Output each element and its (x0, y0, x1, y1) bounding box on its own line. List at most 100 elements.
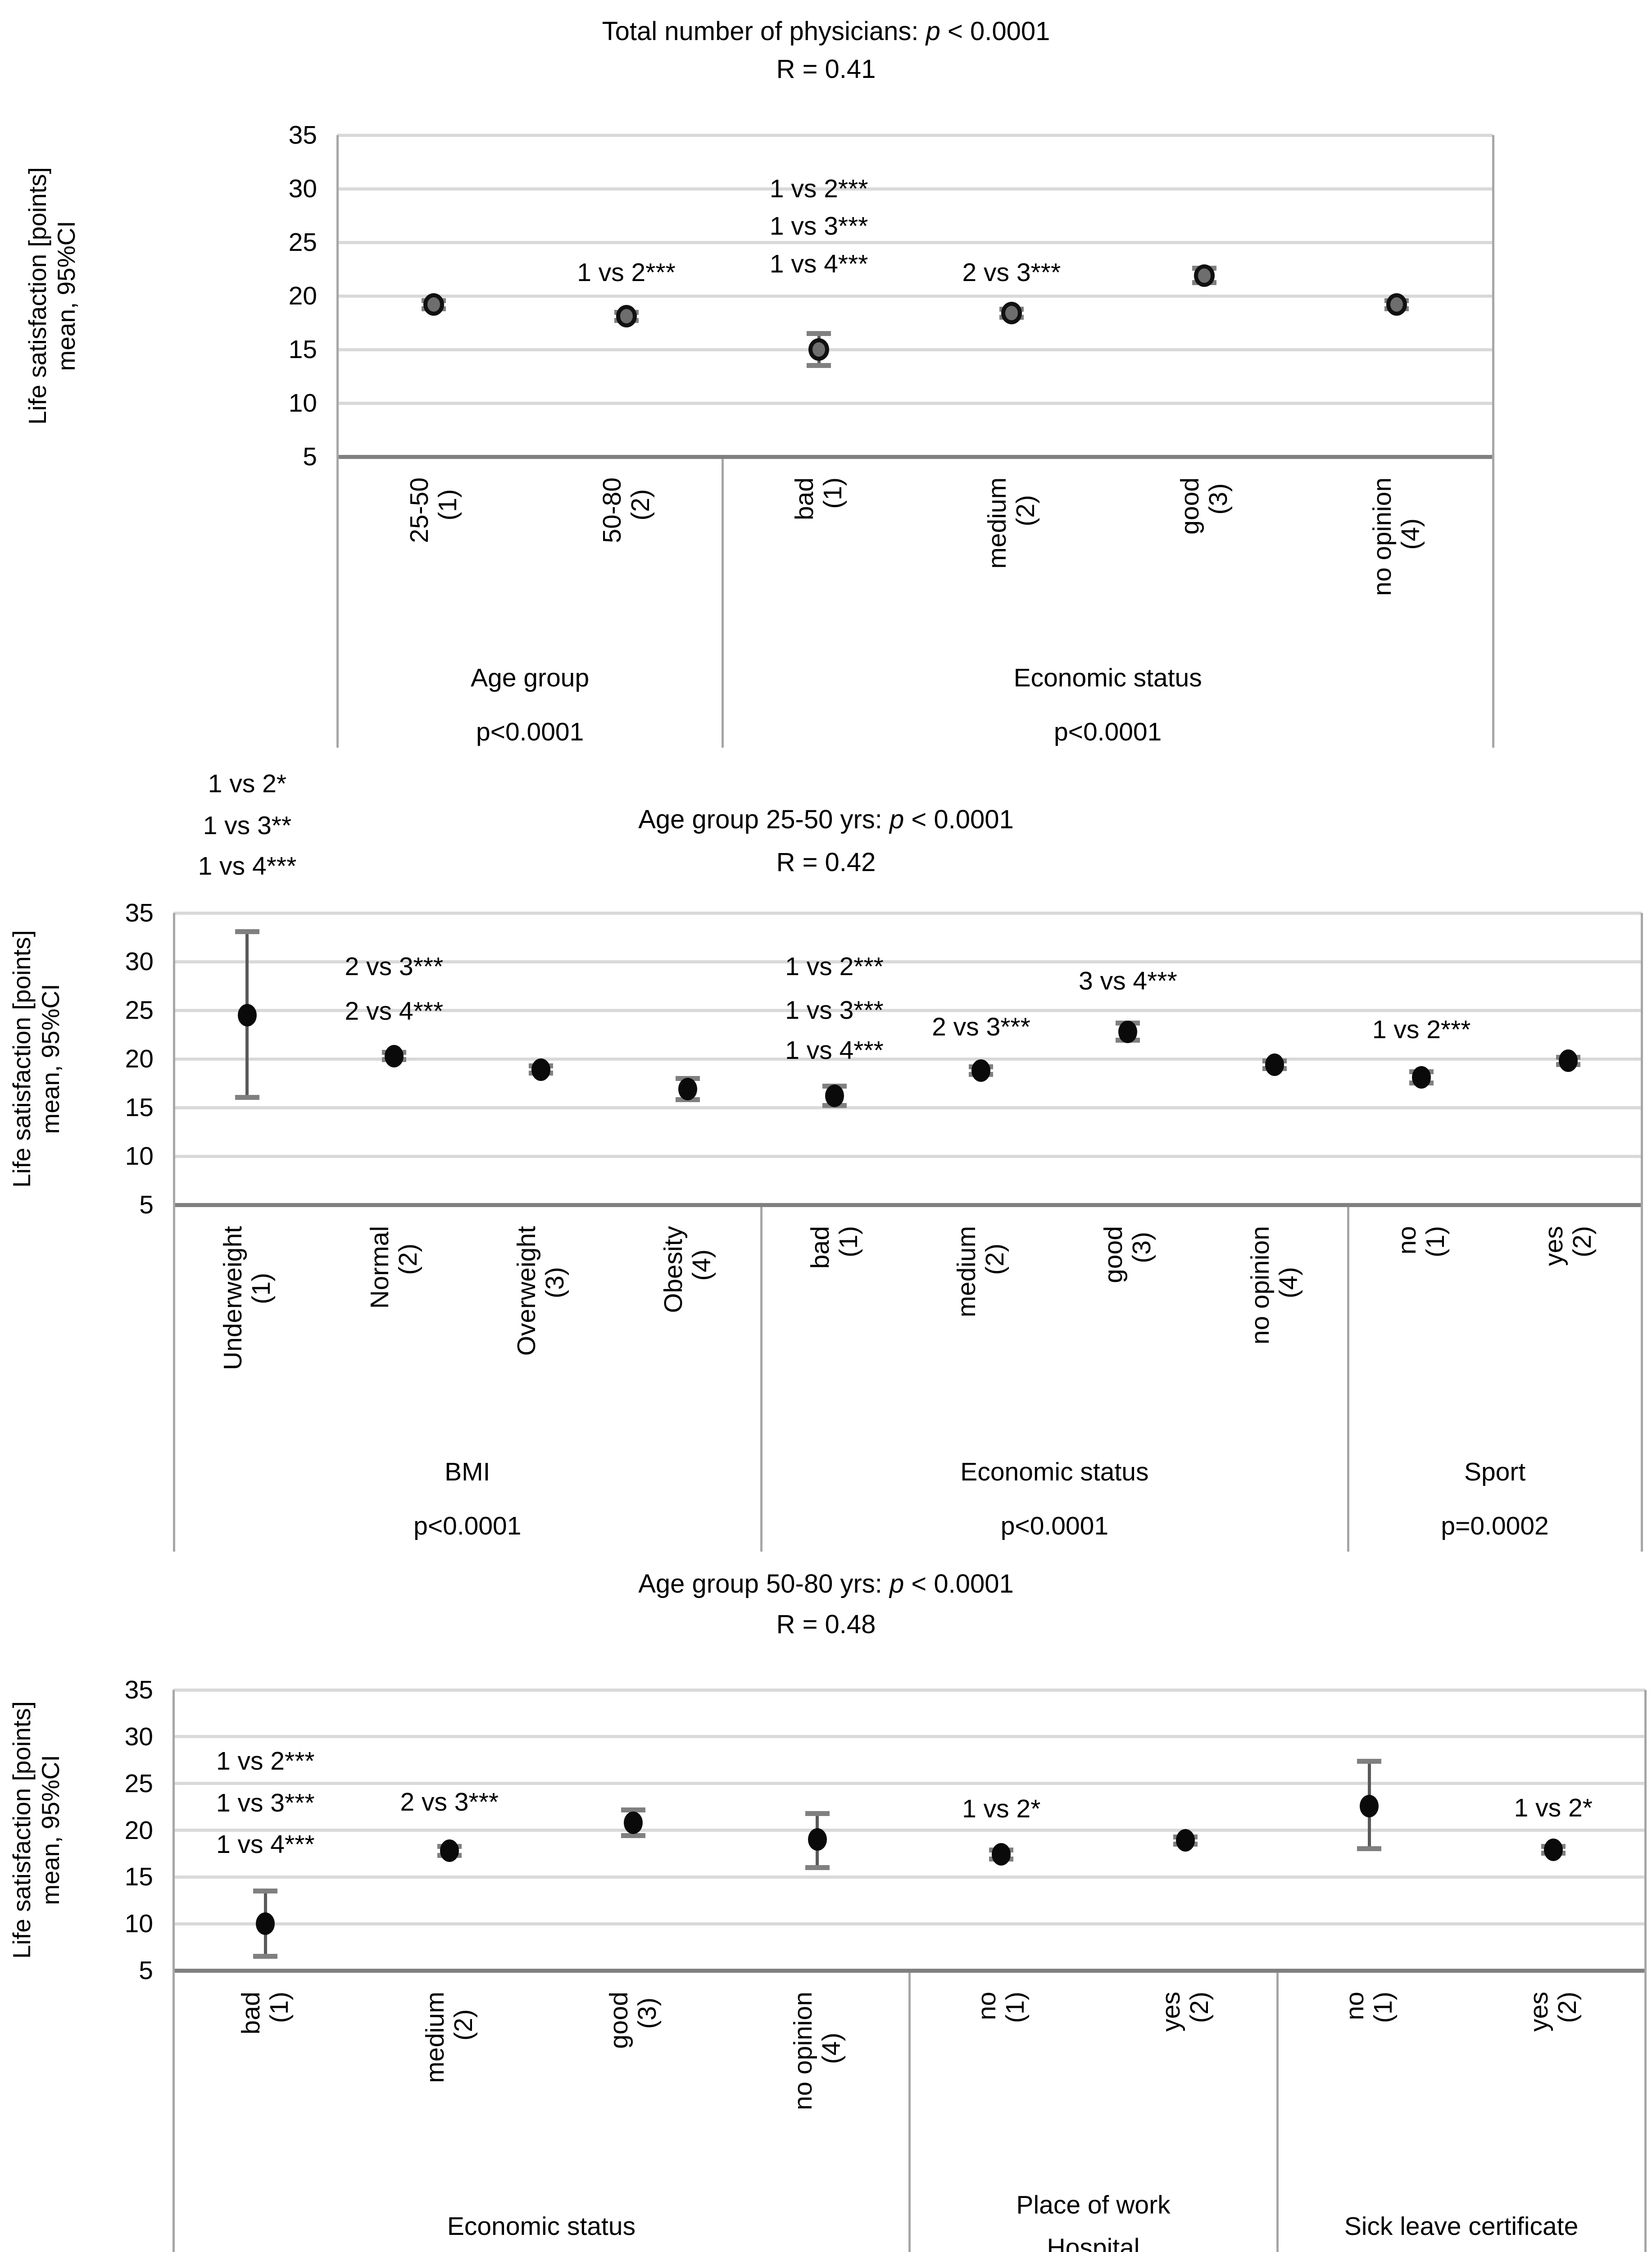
gridline (174, 960, 1642, 963)
category-name: good (1099, 1226, 1128, 1283)
group-divider (722, 459, 724, 748)
category-number: (3) (633, 1998, 662, 2029)
category-name: Obesity (658, 1226, 688, 1313)
group-label-line: BMI (445, 1457, 490, 1486)
category-label: Underweight (1) (218, 1226, 276, 1460)
category-name: yes (1539, 1226, 1569, 1266)
category-label: no opinion (4) (1246, 1226, 1303, 1460)
data-point (992, 1843, 1011, 1866)
significance-annotation: 3 vs 4*** (1079, 967, 1177, 996)
category-label: bad (1) (790, 477, 847, 712)
gridline (337, 401, 1493, 405)
category-label: bad (1) (236, 1992, 294, 2226)
significance-annotation: 2 vs 4*** (345, 997, 444, 1026)
category-number: (1) (818, 477, 848, 509)
category-number: (1) (1421, 1226, 1450, 1258)
data-point (971, 1059, 991, 1082)
data-point (808, 1828, 827, 1851)
gridline (337, 241, 1493, 244)
category-number: (2) (626, 489, 655, 521)
data-point (1559, 1049, 1578, 1072)
error-bar-cap-top (235, 929, 259, 935)
group-label: Economic status p<0.0001 (447, 2205, 635, 2252)
category-name: good (604, 1992, 634, 2049)
panel3-title-line: Age group 50-80 yrs: p < 0.0001 (0, 1564, 1652, 1604)
y-axis-label-line2: mean, 95%CI (36, 984, 64, 1134)
group-label: Economic status p<0.0001 (960, 1445, 1148, 1553)
y-tick-label: 25 (125, 996, 154, 1025)
category-name: medium (982, 477, 1012, 569)
panel1-title-p: p (926, 17, 940, 46)
gridline (174, 1008, 1642, 1012)
category-number: (2) (449, 2009, 478, 2041)
category-name: medium (420, 1992, 449, 2083)
category-number: (4) (687, 1249, 716, 1281)
category-number: (1) (265, 1992, 294, 2023)
significance-annotation: 1 vs 2*** (216, 1746, 315, 1775)
group-label: BMI p<0.0001 (413, 1445, 521, 1553)
group-label-line: Economic status (1013, 663, 1202, 692)
error-bar-cap-top (621, 1807, 646, 1812)
group-label: Place of workHospitalp=0.04 (1016, 2184, 1170, 2252)
panel3-title-p: p (890, 1569, 904, 1598)
gridline (173, 1688, 1645, 1692)
category-label: good (3) (1099, 1226, 1156, 1460)
y-axis-label-line1: Life satisfaction [points] (23, 167, 51, 425)
data-point (825, 1085, 844, 1108)
data-point (384, 1044, 404, 1067)
group-label-line: Sick leave certificate (1344, 2212, 1579, 2241)
group-divider (1347, 1207, 1350, 1552)
axis-right-border (1641, 913, 1643, 1552)
significance-annotation: 1 vs 4*** (785, 1035, 884, 1065)
y-tick-label: 15 (288, 335, 317, 364)
category-name: bad (805, 1226, 835, 1269)
significance-annotation: 2 vs 3*** (345, 952, 444, 981)
panel2-title-post: < 0.0001 (904, 805, 1014, 834)
axis-left-border (336, 135, 339, 748)
y-tick-label: 10 (124, 1909, 153, 1939)
category-label: no opinion (4) (1368, 477, 1425, 712)
significance-annotation: 1 vs 2* (1514, 1793, 1593, 1822)
panel3-title-post: < 0.0001 (904, 1569, 1014, 1598)
panel3-title: Age group 50-80 yrs: p < 0.0001 R = 0.48 (0, 1564, 1652, 1645)
category-name: no (972, 1992, 1002, 2020)
category-label: 25-50 (1) (405, 477, 462, 712)
error-bar-cap-bottom (253, 1953, 278, 1959)
y-tick-label: 30 (124, 1722, 153, 1751)
gridline (337, 187, 1493, 191)
significance-annotation: 1 vs 2*** (1372, 1015, 1471, 1044)
axis-right-border (1492, 135, 1494, 748)
group-label-line: p=0.0002 (1441, 1512, 1549, 1540)
significance-annotation: 1 vs 2*** (769, 174, 868, 203)
group-label-line: Hospital (1047, 2233, 1140, 2252)
category-number: (2) (1552, 1992, 1582, 2023)
category-number: (2) (980, 1244, 1010, 1275)
y-tick-label: 15 (124, 1862, 153, 1892)
category-name: yes (1524, 1992, 1553, 2032)
data-point (440, 1839, 459, 1862)
error-bar-cap-bottom (805, 1865, 830, 1870)
category-label: medium (2) (983, 477, 1040, 712)
category-number: (3) (540, 1267, 569, 1299)
gridline (337, 348, 1493, 351)
axis-left-border (172, 1690, 175, 2252)
group-label: Sick leave certificate p=0.01 (1344, 2205, 1579, 2252)
gridline (337, 133, 1493, 137)
group-label-line: Sport (1464, 1457, 1526, 1486)
panel3-title-pre: Age group 50-80 yrs: (638, 1569, 890, 1598)
gridline (174, 1106, 1642, 1109)
data-point (256, 1912, 275, 1935)
significance-annotation: 1 vs 3*** (785, 996, 884, 1025)
y-tick-label: 15 (125, 1093, 154, 1122)
group-label-line: Place of work (1016, 2190, 1171, 2220)
panel2-title-pre: Age group 25-50 yrs: (638, 805, 890, 834)
category-name: 25-50 (404, 477, 434, 543)
category-label: no (1) (972, 1992, 1030, 2226)
category-number: (3) (1127, 1232, 1157, 1263)
group-divider (908, 1973, 911, 2252)
y-tick-label: 10 (125, 1142, 154, 1171)
category-name: Overweight (512, 1226, 541, 1356)
group-label-line: p<0.0001 (476, 717, 584, 746)
gridline (337, 294, 1493, 298)
